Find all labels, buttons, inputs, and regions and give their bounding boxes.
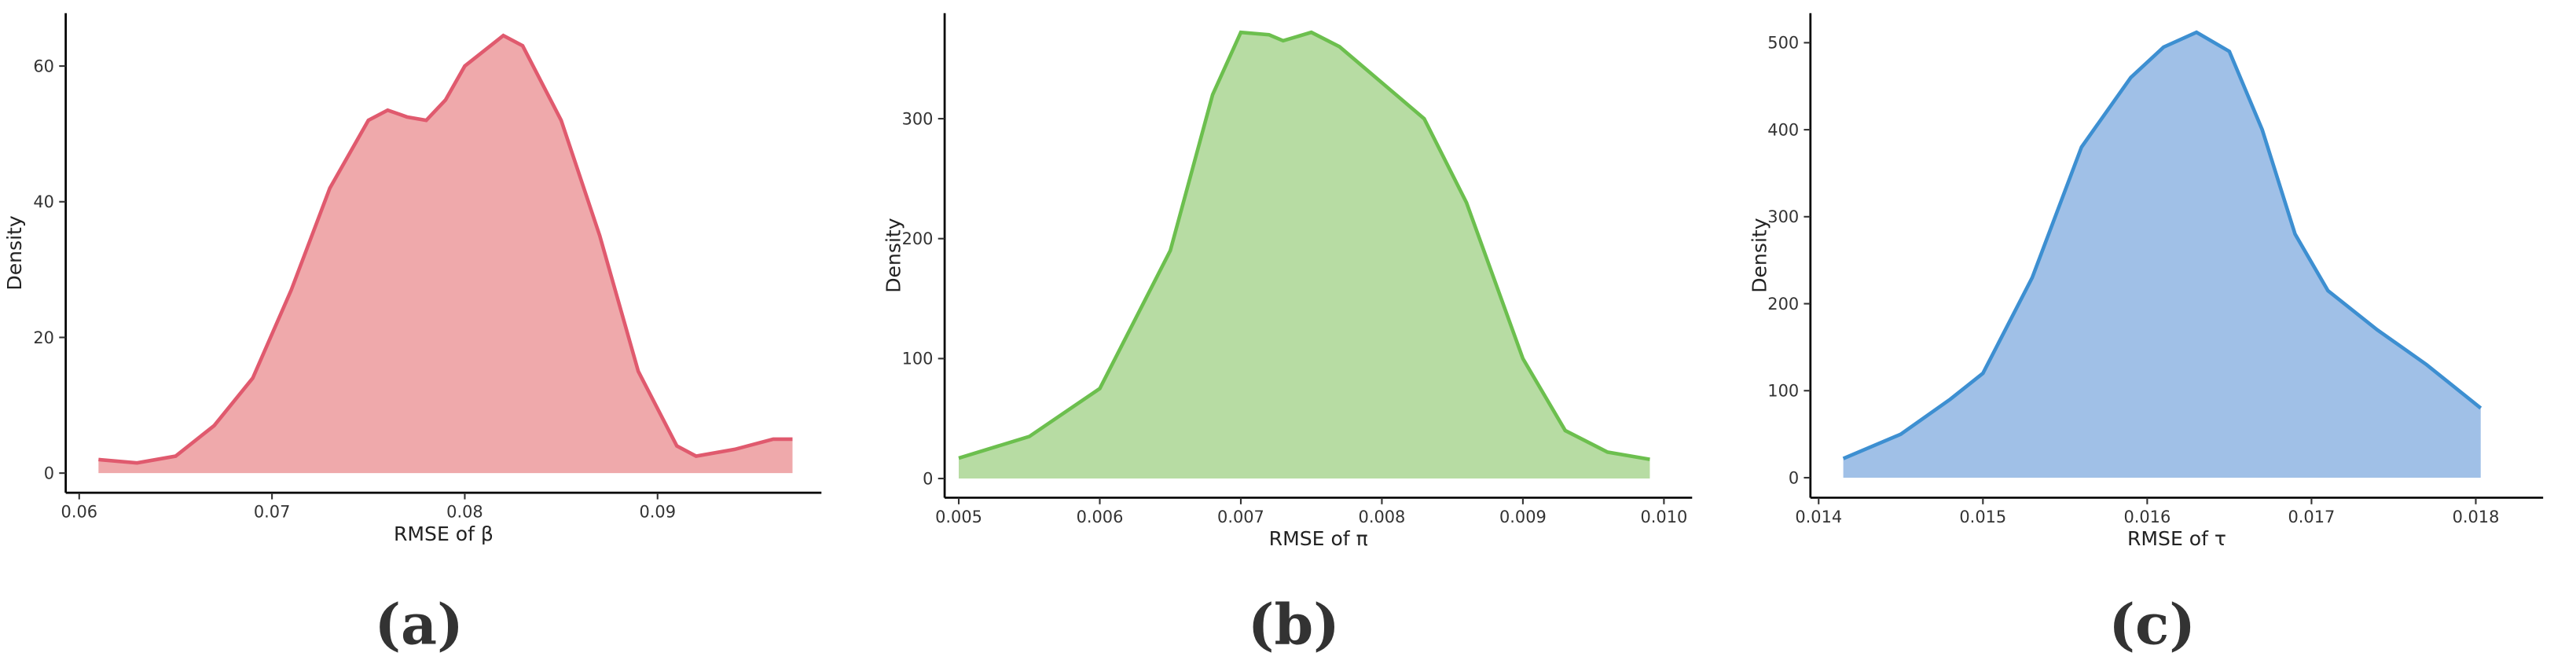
y-tick-label: 40: [33, 192, 54, 211]
y-tick-label: 60: [33, 57, 54, 75]
x-tick-label: 0.010: [1640, 508, 1687, 526]
density-line: [98, 33, 793, 465]
density-area: [959, 32, 1650, 479]
y-tick-label: 0: [923, 469, 933, 488]
y-tick-label: 200: [902, 229, 934, 248]
x-tick-label: 0.08: [446, 503, 483, 522]
y-tick-label: 0: [1789, 468, 1799, 487]
y-tick-label: 500: [1767, 34, 1799, 53]
x-tick-label: 0.018: [2453, 508, 2500, 526]
panel-caption: (b): [1248, 592, 1340, 658]
y-tick-label: 300: [902, 109, 934, 128]
density-area: [1843, 32, 2481, 478]
y-tick-label: 0: [44, 464, 54, 482]
x-tick-label: 0.007: [1217, 508, 1264, 526]
panel-caption: (a): [374, 592, 463, 658]
x-tick-label: 0.009: [1499, 508, 1547, 526]
x-tick-label: 0.016: [2123, 508, 2171, 526]
y-tick-label: 300: [1767, 207, 1799, 226]
y-tick-label: 400: [1767, 120, 1799, 139]
density-line: [958, 30, 1650, 461]
panel-caption: (c): [2108, 592, 2196, 658]
x-tick-label: 0.06: [61, 503, 98, 522]
x-axis-title: RMSE of τ: [2127, 527, 2226, 550]
x-tick-label: 0.09: [640, 503, 677, 522]
y-axis-title: Density: [883, 218, 905, 292]
x-axis-title: RMSE of β: [394, 522, 494, 545]
x-tick-label: 0.008: [1359, 508, 1406, 526]
x-tick-label: 0.015: [1959, 508, 2006, 526]
y-tick-label: 20: [33, 328, 54, 347]
x-tick-label: 0.006: [1077, 508, 1124, 526]
y-tick-label: 100: [1767, 382, 1799, 401]
x-tick-label: 0.014: [1795, 508, 1842, 526]
y-axis-title: Density: [1748, 218, 1771, 292]
density-area: [98, 35, 793, 474]
y-tick-label: 100: [902, 350, 934, 368]
y-axis-title: Density: [3, 215, 26, 290]
x-tick-label: 0.005: [935, 508, 982, 526]
x-axis-title: RMSE of π: [1269, 527, 1368, 550]
x-tick-label: 0.017: [2288, 508, 2336, 526]
density-line: [1842, 30, 2482, 460]
x-tick-label: 0.07: [254, 503, 291, 522]
y-tick-label: 200: [1767, 295, 1799, 314]
